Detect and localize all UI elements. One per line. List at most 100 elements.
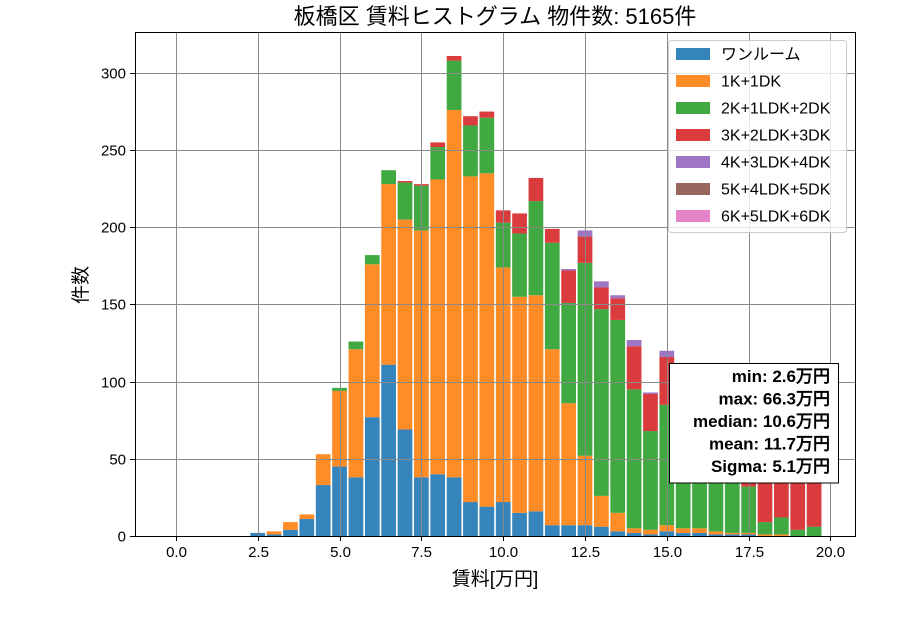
legend-label: 6K+5LDK+6DK <box>721 209 831 226</box>
histogram-bar-series-4-x-13 <box>594 281 609 288</box>
legend-swatch <box>676 183 710 195</box>
histogram-bar-series-1-x-17 <box>724 532 740 535</box>
histogram-bar-series-0-x-15 <box>659 531 675 536</box>
histogram-bar-series-3-x-13 <box>594 287 609 310</box>
histogram-bar-series-1-x-15-5 <box>675 528 691 533</box>
stats-box-frame <box>669 363 839 484</box>
histogram-bar-series-3-x-13-5 <box>610 298 626 320</box>
legend-swatch <box>676 210 710 222</box>
histogram-bar-series-0-x-9 <box>463 502 478 536</box>
histogram-bar-series-0-x-13 <box>594 526 609 536</box>
histogram-bar-series-3-x-14 <box>626 346 642 390</box>
histogram-bar-series-2-x-19-5 <box>806 526 822 536</box>
histogram-bar-series-3-x-11 <box>528 177 544 202</box>
legend-entry: 6K+5LDK+6DK <box>676 209 831 226</box>
histogram-bar-series-4-x-12 <box>561 268 576 271</box>
histogram-bar-series-2-x-8 <box>430 147 446 180</box>
histogram-bar-series-1-x-13-5 <box>610 512 626 532</box>
histogram-bar-series-0-x-10-5 <box>512 512 527 536</box>
legend-entry: 3K+2LDK+3DK <box>676 128 831 145</box>
histogram-bar-series-1-x-9-5 <box>479 173 495 507</box>
x-axis-ticks: 0.0 2.5 5.0 7.5 10.0 12.5 15.0 17.5 20.0 <box>166 536 845 561</box>
legend-swatch <box>676 156 710 168</box>
x-tick-label: 12.5 <box>571 544 600 561</box>
x-tick-label: 5.0 <box>330 544 351 561</box>
legend-label: ワンルーム <box>721 47 801 64</box>
histogram-bar-series-1-x-16 <box>692 528 707 533</box>
y-tick-label: 250 <box>101 143 126 160</box>
y-tick-label: 100 <box>101 375 126 392</box>
legend-frame <box>668 40 847 233</box>
legend-label: 3K+2LDK+3DK <box>721 128 831 145</box>
histogram-bar-series-2-x-11 <box>528 201 544 296</box>
histogram-bar-series-1-x-7 <box>397 219 413 430</box>
histogram-bar-series-2-x-14-5 <box>643 431 658 530</box>
histogram-bar-series-1-x-3 <box>266 531 282 535</box>
histogram-bar-series-1-x-8 <box>430 179 446 475</box>
histogram-bar-series-2-x-13-5 <box>610 319 626 513</box>
histogram-bar-series-3-x-8 <box>430 142 446 148</box>
histogram-bar-series-0-x-2-5 <box>250 532 266 536</box>
y-tick-label: 200 <box>101 220 126 237</box>
stats-min: min: 2.6万円 <box>732 367 830 386</box>
x-tick-label: 7.5 <box>411 544 432 561</box>
histogram-bar-series-2-x-19 <box>790 529 806 536</box>
histogram-bar-series-3-x-9 <box>463 116 478 126</box>
histogram-bar-series-4-x-15 <box>659 350 675 357</box>
histogram-bar-series-0-x-15-5 <box>675 532 691 536</box>
y-tick-label: 150 <box>101 297 126 314</box>
x-axis-label: 賃料[万円] <box>452 568 539 590</box>
histogram-bar-series-1-x-13 <box>594 495 609 527</box>
histogram-bar-series-4-x-13-5 <box>610 295 626 299</box>
histogram-bar-series-2-x-12 <box>561 302 576 404</box>
histogram-bar-series-0-x-8 <box>430 474 446 536</box>
x-tick-label: 17.5 <box>735 544 764 561</box>
histogram-bar-series-2-x-5 <box>332 387 347 391</box>
x-tick-label: 15.0 <box>653 544 682 561</box>
histogram-bar-series-2-x-8-5 <box>446 60 462 111</box>
legend-entry: 5K+4LDK+5DK <box>676 182 831 199</box>
histogram-bar-series-0-x-4 <box>299 519 315 536</box>
stats-max: max: 66.3万円 <box>719 390 831 409</box>
legend-swatch <box>676 75 710 87</box>
histogram-bar-series-1-x-14 <box>626 528 642 533</box>
histogram-bar-series-2-x-9-5 <box>479 117 495 174</box>
histogram-bar-series-0-x-8-5 <box>446 477 462 536</box>
histogram-bar-series-2-x-5-5 <box>348 341 364 350</box>
histogram-bar-series-0-x-3 <box>266 534 282 536</box>
histogram-bar-series-4-x-14-5 <box>643 392 658 394</box>
y-tick-label: 300 <box>101 66 126 83</box>
histogram-bar-series-3-x-11-5 <box>544 228 560 243</box>
histogram-bar-series-2-x-13 <box>594 309 609 496</box>
legend: ワンルーム 1K+1DK 2K+1LDK+2DK 3K+2LDK+3DK 4K+3LDK… <box>668 40 847 233</box>
histogram-bar-series-1-x-15 <box>659 525 675 532</box>
histogram-bar-series-2-x-11-5 <box>544 242 560 350</box>
histogram-bar-series-1-x-5-5 <box>348 349 364 478</box>
histogram-bar-series-1-x-8-5 <box>446 110 462 478</box>
histogram-bar-series-1-x-18-5 <box>774 534 789 536</box>
histogram-bar-series-1-x-9 <box>463 176 478 503</box>
legend-entry: ワンルーム <box>676 47 801 64</box>
axes-frame <box>135 32 856 537</box>
histogram-bar-series-1-x-18 <box>757 534 773 536</box>
histogram-bar-series-1-x-11-5 <box>544 349 560 526</box>
histogram-bar-series-1-x-4-5 <box>315 454 331 486</box>
histogram-bar-series-4-x-14 <box>626 339 642 347</box>
stats-mean: mean: 11.7万円 <box>709 435 830 454</box>
chart-title: 板橋区 賃料ヒストグラム 物件数: 5165件 <box>294 4 697 29</box>
histogram-bar-series-1-x-14-5 <box>643 529 658 535</box>
histogram-bar-series-2-x-7 <box>397 182 413 220</box>
histogram-bar-series-0-x-17-5 <box>741 534 756 536</box>
histogram-bar-series-0-x-5 <box>332 466 347 536</box>
histogram-bar-series-0-x-14 <box>626 532 642 536</box>
legend-swatch <box>676 48 710 60</box>
histogram-bar-series-0-x-6-5 <box>381 364 396 536</box>
legend-entry: 2K+1LDK+2DK <box>676 101 831 118</box>
histogram-bar-series-3-x-10-5 <box>512 213 527 234</box>
histogram-bar-series-0-x-3-5 <box>283 529 298 536</box>
histogram-bar-series-2-x-18-5 <box>774 517 789 535</box>
legend-entry: 1K+1DK <box>676 74 781 91</box>
legend-label: 4K+3LDK+4DK <box>721 155 831 172</box>
histogram-bar-series-2-x-14 <box>626 389 642 529</box>
